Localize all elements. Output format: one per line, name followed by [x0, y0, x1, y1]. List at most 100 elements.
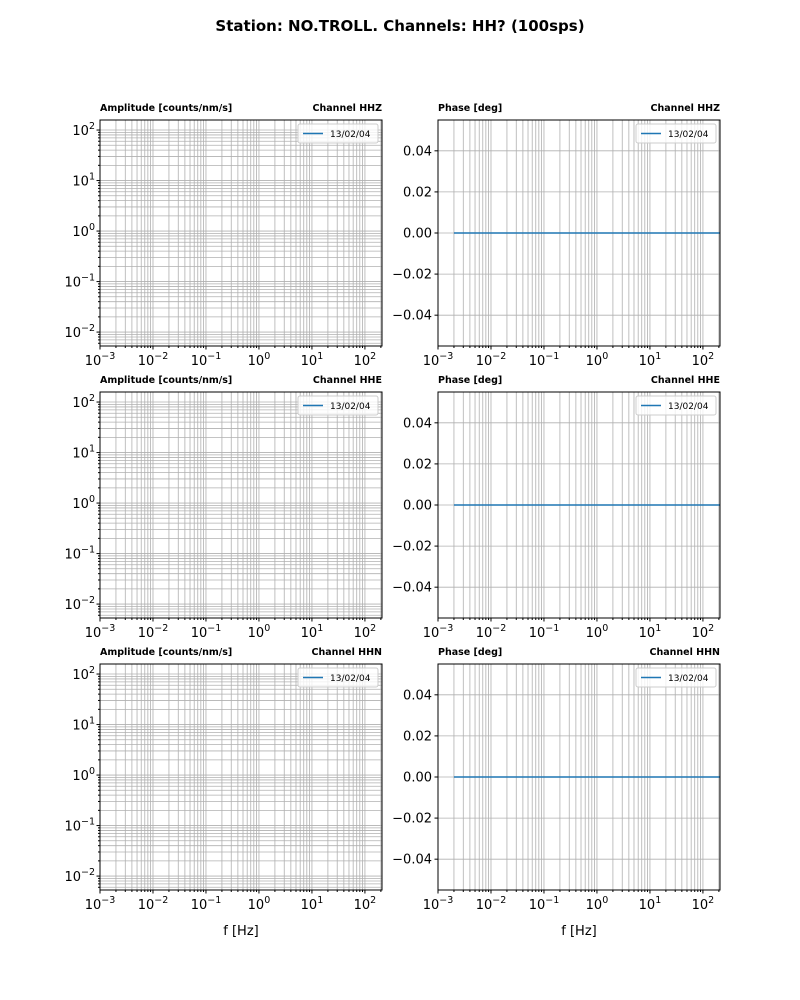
x-tick-label: 101 — [639, 895, 662, 913]
y-tick-label: 0.04 — [403, 416, 432, 431]
y-tick-label: −0.02 — [392, 812, 432, 827]
x-tick-label: 101 — [301, 623, 324, 641]
x-axis-label: f [Hz] — [223, 924, 258, 939]
x-tick-label: 10−1 — [191, 623, 222, 641]
x-tick-label: 10−2 — [138, 895, 169, 913]
x-tick-label: 102 — [354, 895, 377, 913]
y-tick-label: −0.02 — [392, 540, 432, 555]
x-tick-label: 10−2 — [476, 351, 507, 369]
y-tick-label: 101 — [72, 716, 95, 734]
x-tick-label: 10−2 — [138, 351, 169, 369]
legend: 13/02/04 — [297, 123, 379, 144]
x-tick-label: 102 — [692, 351, 715, 369]
x-tick-label: 10−1 — [529, 623, 560, 641]
x-tick-label: 10−3 — [85, 623, 116, 641]
x-tick-label: 100 — [586, 351, 609, 369]
y-tick-label: 100 — [72, 766, 95, 784]
panel-title-left: Amplitude [counts/nm/s] — [100, 375, 232, 386]
axes-frame — [99, 119, 383, 347]
legend-box — [297, 123, 379, 144]
legend: 13/02/04 — [297, 667, 379, 688]
y-tick-label: −0.02 — [392, 268, 432, 283]
panel-title-left: Phase [deg] — [438, 103, 502, 114]
legend-box — [297, 667, 379, 688]
y-tick-label: 0.02 — [403, 185, 432, 200]
legend-box — [635, 667, 717, 688]
axes-frame — [99, 391, 383, 619]
x-tick-label: 101 — [639, 623, 662, 641]
panel-title-right: Channel HHE — [313, 375, 382, 386]
panel-title-left: Amplitude [counts/nm/s] — [100, 647, 232, 658]
x-tick-label: 10−3 — [423, 895, 454, 913]
y-tick-label: 10−2 — [64, 323, 95, 341]
axes-frame — [437, 663, 721, 891]
grid — [99, 120, 382, 346]
y-tick-label: 102 — [72, 121, 95, 139]
legend: 13/02/04 — [635, 667, 717, 688]
x-tick-label: 10−1 — [529, 895, 560, 913]
panel-title-left: Amplitude [counts/nm/s] — [100, 103, 232, 114]
panel-title-right: Channel HHE — [651, 375, 720, 386]
y-tick-label: 0.04 — [403, 688, 432, 703]
y-tick-label: 100 — [72, 494, 95, 512]
x-tick-label: 101 — [639, 351, 662, 369]
x-tick-label: 10−3 — [85, 351, 116, 369]
x-tick-label: 100 — [248, 895, 271, 913]
x-tick-label: 100 — [248, 351, 271, 369]
legend-label: 13/02/04 — [668, 402, 709, 412]
x-tick-label: 10−2 — [138, 623, 169, 641]
axes-frame — [99, 663, 383, 891]
x-tick-label: 102 — [354, 623, 377, 641]
panel-channel-hhz-amplitude: 10−3 10−2 10−1 100 101 102 10−2 10−1 100 101 102 Am… — [64, 103, 383, 369]
panel-title-right: Channel HHZ — [313, 103, 383, 114]
legend-label: 13/02/04 — [330, 402, 371, 412]
grid — [99, 392, 382, 618]
x-tick-label: 10−1 — [191, 895, 222, 913]
y-tick-label: 0.04 — [403, 144, 432, 159]
x-tick-label: 101 — [301, 895, 324, 913]
x-tick-label: 10−1 — [191, 351, 222, 369]
x-tick-label: 102 — [692, 623, 715, 641]
y-tick-label: 101 — [72, 172, 95, 190]
y-tick-label: 10−1 — [64, 273, 95, 291]
panel-channel-hhn-amplitude: 10−3 10−2 10−1 100 101 102 10−2 10−1 100 101 102 Am… — [64, 647, 383, 939]
axes-frame — [437, 391, 721, 619]
axes-frame — [437, 119, 721, 347]
x-tick-label: 10−3 — [423, 623, 454, 641]
panel-channel-hhz-phase: 10−3 10−2 10−1 100 101 102 −0.04 −0.02 0.00 0.02 0… — [392, 103, 721, 369]
y-tick-label: 10−1 — [64, 545, 95, 563]
legend-label: 13/02/04 — [668, 130, 709, 140]
y-tick-label: 0.02 — [403, 457, 432, 472]
y-tick-label: 0.00 — [403, 499, 432, 514]
panel-channel-hhe-amplitude: 10−3 10−2 10−1 100 101 102 10−2 10−1 100 101 102 Am… — [64, 375, 383, 641]
panel-title-right: Channel HHN — [311, 647, 382, 658]
x-tick-label: 10−2 — [476, 623, 507, 641]
panel-title-right: Channel HHZ — [651, 103, 721, 114]
legend: 13/02/04 — [297, 395, 379, 416]
x-tick-label: 100 — [248, 623, 271, 641]
legend-label: 13/02/04 — [668, 674, 709, 684]
x-tick-label: 100 — [586, 895, 609, 913]
y-tick-label: −0.04 — [392, 309, 432, 324]
y-tick-label: 10−2 — [64, 595, 95, 613]
x-tick-label: 10−3 — [423, 351, 454, 369]
panel-title-right: Channel HHN — [649, 647, 720, 658]
panel-channel-hhe-phase: 10−3 10−2 10−1 100 101 102 −0.04 −0.02 0.00 0.02 0… — [392, 375, 721, 641]
y-tick-label: 10−1 — [64, 817, 95, 835]
x-axis-label: f [Hz] — [561, 924, 596, 939]
y-tick-label: 100 — [72, 222, 95, 240]
legend-label: 13/02/04 — [330, 130, 371, 140]
panel-title-left: Phase [deg] — [438, 375, 502, 386]
y-tick-label: 101 — [72, 444, 95, 462]
x-tick-label: 102 — [692, 895, 715, 913]
panel-title-left: Phase [deg] — [438, 647, 502, 658]
legend: 13/02/04 — [635, 123, 717, 144]
legend-box — [297, 395, 379, 416]
y-tick-label: 0.02 — [403, 729, 432, 744]
y-tick-label: 0.00 — [403, 771, 432, 786]
x-tick-label: 10−3 — [85, 895, 116, 913]
legend-box — [635, 395, 717, 416]
y-tick-label: 102 — [72, 393, 95, 411]
